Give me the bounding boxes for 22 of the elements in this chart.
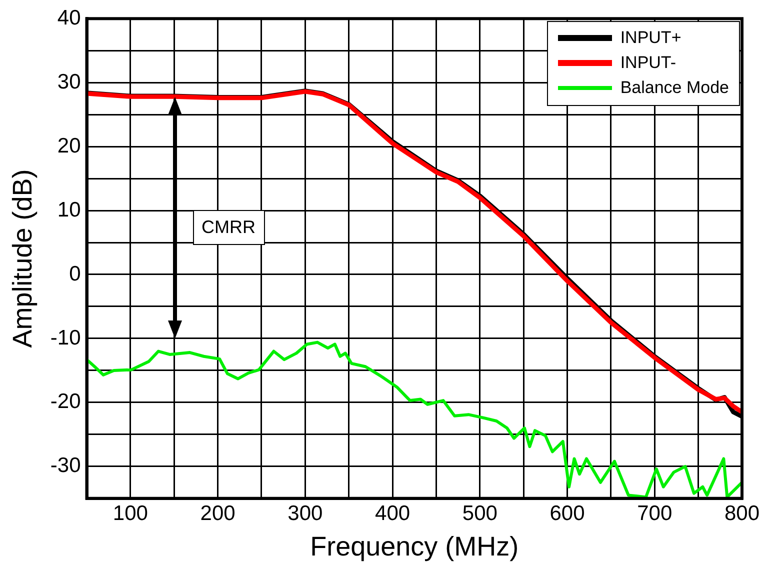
y-tick-label: 0 — [69, 262, 81, 286]
y-tick-label: 40 — [57, 6, 81, 30]
x-tick-label: 600 — [550, 502, 585, 525]
y-tick-label: 30 — [57, 70, 81, 94]
y-tick-label: 10 — [57, 198, 81, 222]
x-tick-label: 800 — [724, 502, 760, 525]
x-tick-label: 700 — [637, 502, 672, 525]
x-tick-label: 100 — [112, 502, 148, 525]
x-tick-label: 400 — [375, 502, 410, 525]
legend-label: INPUT+ — [620, 28, 682, 48]
x-tick-label: 200 — [200, 502, 236, 525]
y-axis-title: Amplitude (dB) — [8, 169, 38, 348]
y-tick-label: -10 — [50, 326, 81, 350]
annotation: CMRR — [192, 210, 265, 245]
x-tick-label: 500 — [462, 502, 498, 525]
legend-label: Balance Mode — [620, 78, 729, 98]
x-axis-title: Frequency (MHz) — [310, 531, 519, 562]
x-tick-label: 300 — [288, 502, 323, 525]
y-tick-label: -30 — [50, 454, 81, 478]
y-tick-label: -20 — [50, 390, 81, 414]
legend-label: INPUT- — [620, 53, 676, 74]
y-tick-label: 20 — [57, 134, 81, 158]
